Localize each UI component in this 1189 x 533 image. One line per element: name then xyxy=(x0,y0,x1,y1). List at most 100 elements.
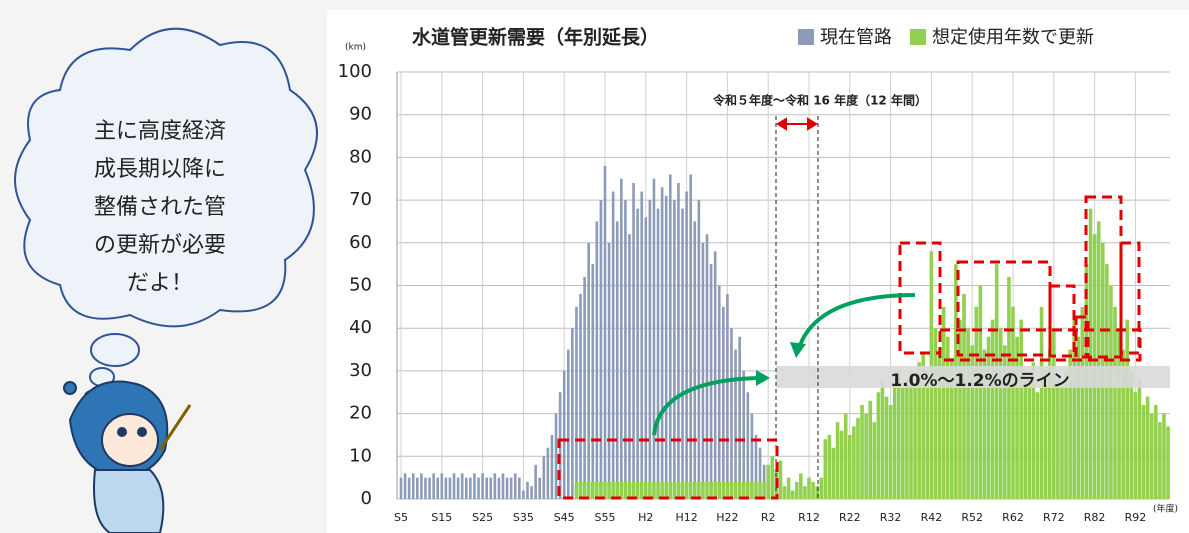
bar xyxy=(543,456,546,499)
bar xyxy=(445,478,448,499)
bar xyxy=(726,294,729,499)
legend-swatch xyxy=(798,29,814,45)
bar xyxy=(722,307,725,499)
annotation: 令和５年度～令和 16 年度（12 年間） xyxy=(712,93,927,108)
bar xyxy=(461,473,464,499)
y-tick-label: 10 xyxy=(349,445,372,466)
x-tick-label: R82 xyxy=(1084,511,1106,524)
bar xyxy=(453,473,456,499)
bar xyxy=(534,465,537,499)
bar xyxy=(636,482,640,499)
bar xyxy=(832,448,836,499)
bar xyxy=(689,482,693,499)
bar xyxy=(799,473,803,499)
bar xyxy=(705,482,709,499)
bar xyxy=(860,405,864,499)
bar xyxy=(844,414,848,499)
bar xyxy=(693,482,697,499)
bar xyxy=(1134,392,1138,499)
x-tick-label: S5 xyxy=(394,511,408,524)
bar xyxy=(974,307,978,499)
bar xyxy=(881,379,885,499)
bar xyxy=(404,473,407,499)
bar xyxy=(624,482,628,499)
x-tick-label: R32 xyxy=(880,511,902,524)
bar xyxy=(1150,414,1154,499)
bar xyxy=(632,482,636,499)
x-tick-label: H22 xyxy=(716,511,738,524)
bar xyxy=(645,217,648,499)
bar xyxy=(600,200,603,499)
bar xyxy=(1166,426,1170,499)
bar xyxy=(612,192,615,499)
bar xyxy=(987,337,991,499)
bar xyxy=(616,221,619,499)
bar xyxy=(587,243,590,499)
bar xyxy=(783,486,787,499)
bar xyxy=(1028,379,1032,499)
bar xyxy=(611,482,615,499)
x-tick-label: R62 xyxy=(1002,511,1024,524)
x-tick-label: R92 xyxy=(1125,511,1147,524)
bar xyxy=(713,482,717,499)
x-unit: (年度) xyxy=(1153,503,1178,515)
bar xyxy=(620,482,624,499)
bar xyxy=(591,264,594,499)
bar xyxy=(770,456,774,499)
bar xyxy=(575,482,579,499)
bar xyxy=(551,435,554,499)
bar xyxy=(615,482,619,499)
bar xyxy=(681,482,685,499)
bar xyxy=(644,482,648,499)
bar xyxy=(718,286,721,500)
bar xyxy=(1162,414,1166,499)
bar xyxy=(1060,384,1064,499)
bar xyxy=(661,187,664,499)
bar xyxy=(660,482,664,499)
bar xyxy=(428,478,431,499)
bar xyxy=(852,426,856,499)
y-tick-label: 30 xyxy=(349,360,372,381)
bar xyxy=(750,482,754,499)
bar xyxy=(698,200,701,499)
bar xyxy=(677,183,680,499)
bar xyxy=(795,482,799,499)
bar xyxy=(510,478,513,499)
bar xyxy=(502,473,505,499)
bar xyxy=(465,478,468,499)
bar xyxy=(457,478,460,499)
bar xyxy=(758,482,762,499)
legend-label: 現在管路 xyxy=(820,27,892,48)
bar xyxy=(836,422,840,499)
bar xyxy=(530,486,533,499)
bubble-text: 主に高度経済 xyxy=(94,119,226,144)
bar xyxy=(738,482,742,499)
bar xyxy=(762,482,766,499)
bar xyxy=(864,414,868,499)
bar xyxy=(991,320,995,499)
bar xyxy=(514,473,517,499)
bar xyxy=(685,482,689,499)
bar xyxy=(868,401,872,499)
bar xyxy=(599,482,603,499)
bar xyxy=(636,209,639,499)
bar xyxy=(979,286,983,500)
bar xyxy=(628,482,632,499)
bar xyxy=(726,482,730,499)
y-tick-label: 20 xyxy=(349,403,372,424)
bar xyxy=(657,209,660,499)
bar xyxy=(587,482,591,499)
bar xyxy=(685,192,688,499)
chart-title: 水道管更新需要（年別延長） xyxy=(412,26,659,49)
bar xyxy=(962,294,966,499)
bar xyxy=(901,388,905,499)
bar xyxy=(547,448,550,499)
bar xyxy=(477,478,480,499)
bar xyxy=(416,478,419,499)
x-tick-label: R42 xyxy=(921,511,943,524)
bar xyxy=(485,478,488,499)
bar xyxy=(1142,405,1146,499)
y-tick-label: 90 xyxy=(349,104,372,125)
bar xyxy=(518,478,521,499)
bar xyxy=(1146,397,1150,499)
